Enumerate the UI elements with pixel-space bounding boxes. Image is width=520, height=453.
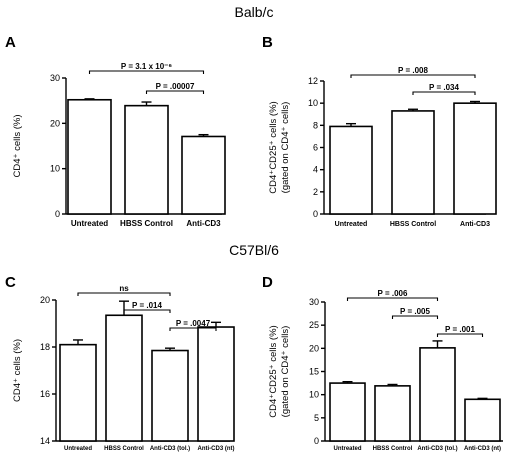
p-value-label: P = .034 xyxy=(429,83,459,92)
panel-letter: C xyxy=(5,274,16,291)
y-tick-label: 0 xyxy=(313,209,318,219)
y-tick-label: 0 xyxy=(314,436,319,446)
significance-bracket xyxy=(123,309,171,313)
strain-heading-c57bl6: C57Bl/6 xyxy=(229,242,279,258)
bar xyxy=(67,98,112,215)
bar xyxy=(391,110,435,215)
bar xyxy=(59,343,97,442)
bar xyxy=(419,347,456,442)
y-tick-label: 15 xyxy=(309,367,319,377)
category-label: Anti-CD3 (nt) xyxy=(198,446,235,452)
y-tick-label: 20 xyxy=(50,118,60,128)
y-tick-label: 4 xyxy=(313,165,318,175)
y-tick-label: 12 xyxy=(308,76,318,86)
y-tick-label: 5 xyxy=(314,413,319,423)
bar xyxy=(181,135,226,215)
significance-bracket xyxy=(412,91,476,95)
category-label: Anti-CD3 (tol.) xyxy=(417,446,457,452)
category-label: Anti-CD3 xyxy=(460,221,490,228)
y-tick-label: 18 xyxy=(40,342,50,352)
significance-bracket xyxy=(391,315,439,319)
category-label: Untreated xyxy=(71,219,108,228)
category-label: Anti-CD3 (nt) xyxy=(464,446,501,452)
y-axis-title: CD4⁺ cells (%) xyxy=(12,339,23,402)
y-tick-label: 2 xyxy=(313,187,318,197)
bar xyxy=(124,104,169,215)
bar xyxy=(453,102,497,215)
panel-c: C 14 16 18 20 CD4⁺ cells (%) Untreated HBSS Con… xyxy=(5,274,235,452)
y-axis-title: (gated on CD4⁺ cells) xyxy=(280,326,291,418)
y-tick-label: 25 xyxy=(309,320,319,330)
bar xyxy=(105,314,143,442)
y-axis-title: CD4⁺CD25⁺ cells (%) xyxy=(268,101,279,193)
p-value-label: P = .014 xyxy=(132,301,162,310)
y-tick-label: 8 xyxy=(313,120,318,130)
p-value-label: P = .0047 xyxy=(176,319,211,328)
y-tick-label: 20 xyxy=(309,343,319,353)
bar xyxy=(374,385,411,442)
significance-bracket xyxy=(145,90,205,94)
significance-bracket xyxy=(436,333,484,337)
y-axis-title: (gated on CD4⁺ cells) xyxy=(280,102,291,194)
p-value-label: P = .001 xyxy=(445,325,475,334)
panel-letter: A xyxy=(5,34,16,51)
y-tick-label: 6 xyxy=(313,143,318,153)
category-label: HBSS Control xyxy=(104,446,144,452)
y-axis-title: CD4⁺CD25⁺ cells (%) xyxy=(268,325,279,417)
p-value-label: P = .006 xyxy=(378,289,408,298)
y-tick-label: 30 xyxy=(50,73,60,83)
category-label: Anti-CD3 xyxy=(186,219,221,228)
panel-a: A 0 10 20 30 CD4⁺ cells (%) Untreated HBSS Cont… xyxy=(5,34,226,228)
significance-bracket xyxy=(169,327,217,331)
p-value-label: P = 3.1 x 10⁻⁶ xyxy=(121,62,172,71)
category-label: HBSS Control xyxy=(373,446,413,452)
p-value-label: P = .005 xyxy=(400,307,430,316)
strain-heading-balbc: Balb/c xyxy=(235,4,274,20)
category-label: Untreated xyxy=(333,446,361,452)
y-tick-label: 10 xyxy=(309,390,319,400)
panel-b: B 0 2 4 6 8 10 12 CD4⁺CD25⁺ cells (%) (gated on C… xyxy=(262,34,497,228)
category-label: Untreated xyxy=(335,221,368,228)
significance-bracket xyxy=(350,74,476,78)
p-value-label: ns xyxy=(119,284,129,293)
category-label: HBSS Control xyxy=(120,219,173,228)
panel-letter: D xyxy=(262,274,273,291)
significance-bracket xyxy=(88,70,205,74)
bar xyxy=(329,125,373,215)
y-axis-title: CD4⁺ cells (%) xyxy=(12,114,23,177)
p-value-label: P = .008 xyxy=(398,66,428,75)
y-tick-label: 14 xyxy=(40,436,50,446)
bar xyxy=(464,398,501,442)
y-tick-label: 30 xyxy=(309,297,319,307)
category-label: HBSS Control xyxy=(390,221,436,228)
panel-letter: B xyxy=(262,34,273,51)
category-label: Anti-CD3 (tol.) xyxy=(150,446,190,452)
significance-bracket xyxy=(346,297,439,301)
p-value-label: P = .00007 xyxy=(156,82,195,91)
bar xyxy=(329,382,366,442)
y-tick-label: 16 xyxy=(40,389,50,399)
bar xyxy=(151,349,189,442)
y-tick-label: 10 xyxy=(308,98,318,108)
significance-bracket xyxy=(77,292,171,296)
bar xyxy=(197,326,235,442)
y-tick-label: 0 xyxy=(55,209,60,219)
category-label: Untreated xyxy=(64,446,92,452)
y-tick-label: 20 xyxy=(40,295,50,305)
panel-d: D 0 5 10 15 20 25 30 CD4⁺CD25⁺ cells (%) (gated o… xyxy=(262,274,503,452)
y-tick-label: 10 xyxy=(50,164,60,174)
